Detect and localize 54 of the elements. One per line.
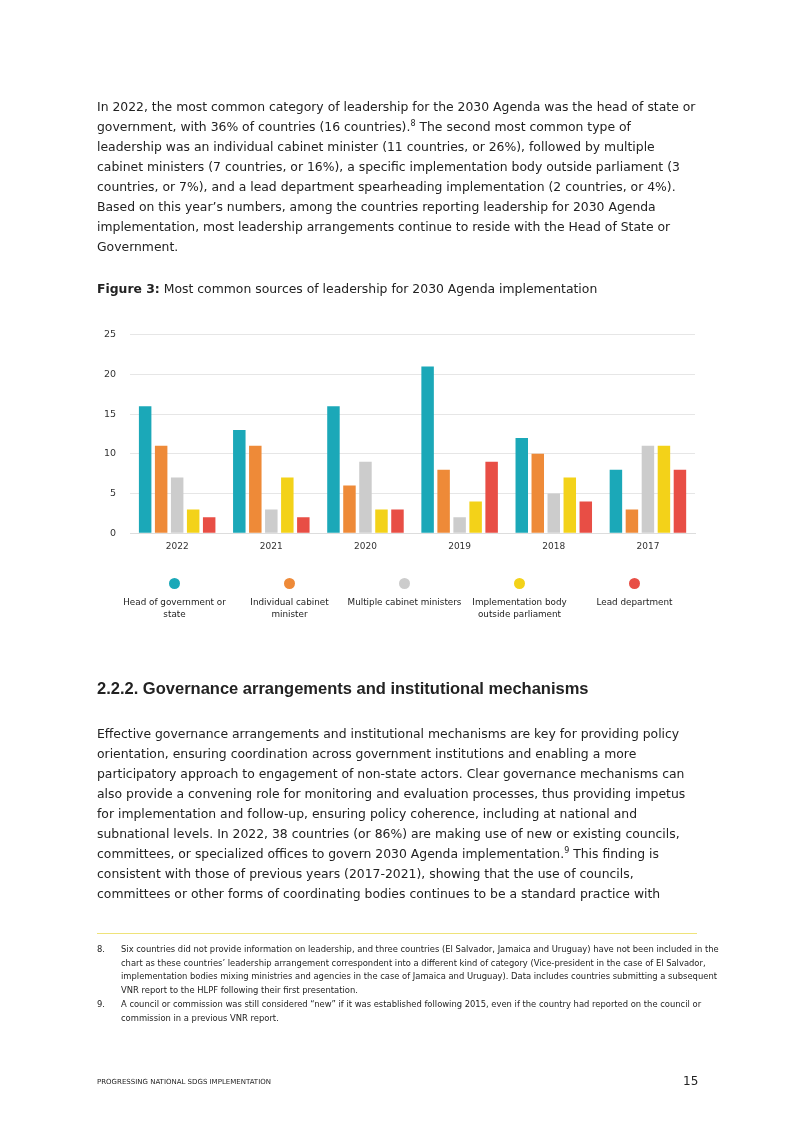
y-tick-label: 10 bbox=[103, 447, 117, 459]
y-tick-label: 20 bbox=[103, 367, 117, 379]
bar bbox=[579, 501, 593, 533]
bar bbox=[547, 493, 561, 533]
legend-label: Lead department bbox=[595, 596, 674, 608]
bar bbox=[281, 477, 294, 533]
text: 2.2.2. Governance arrangements and institutional mechanisms bbox=[97, 678, 590, 698]
bar bbox=[202, 517, 216, 533]
bar bbox=[437, 469, 450, 533]
legend-label: Head of government or state bbox=[122, 596, 227, 620]
bar bbox=[421, 366, 434, 533]
y-tick-label: 0 bbox=[110, 526, 117, 538]
text: 8. Six countries did not provide information on leadership, and three countries (El Salvador, Jamaica and Uruguay) have not been included in the chart as these countries’ leadership arrangement correspondent into a different kind of category (Vice-president in the case of El Salvador, implementation bodies mixing ministries and agencies in the case of Jamaica and Uruguay). Data includes countries submitting a subsequent VNR report to the HLPF following their first presentation. bbox=[97, 944, 719, 995]
bar bbox=[641, 445, 655, 533]
bar bbox=[531, 453, 545, 533]
text: In 2022, the most common category of leadership for the 2030 Agenda was the head of state or government, with 36% of countries (16 countries).$^{8}$ The second most common type of leadership was an individual cabinet minister (11 countries, or 26%), followed by multiple cabinet ministers (7 countries, or 16%), a specific implementation body outside parliament (3 countries, or 7%), and a lead department spearheading implementation (2 countries, or 4%). Based on this year’s numbers, among the countries reporting leadership for 2030 Agenda implementation, most leadership arrangements continue to reside with the Head of State or Government. bbox=[97, 99, 696, 254]
bar bbox=[297, 517, 310, 533]
bar bbox=[138, 406, 152, 533]
bar bbox=[233, 429, 246, 533]
y-tick-label: 15 bbox=[103, 407, 117, 419]
bar bbox=[359, 461, 372, 533]
bar bbox=[186, 509, 200, 533]
bar bbox=[485, 461, 498, 533]
x-tick-label: 2017 bbox=[636, 540, 660, 551]
bar bbox=[249, 445, 262, 533]
text: 9. A council or commission was still considered “new” if it was established following 2015, even if the country had reported on the council or commission in a previous VNR report. bbox=[97, 999, 702, 1023]
bar bbox=[327, 406, 340, 533]
x-tick-label: 2021 bbox=[259, 540, 283, 551]
legend-label: Multiple cabinet ministers bbox=[347, 596, 462, 608]
legend-label: Implementation body outside parliament bbox=[471, 596, 568, 620]
bar bbox=[453, 517, 466, 533]
bar bbox=[391, 509, 404, 533]
bar bbox=[170, 477, 184, 533]
x-tick-label: 2019 bbox=[448, 540, 472, 551]
bar bbox=[515, 437, 528, 533]
bar bbox=[154, 445, 168, 533]
legend-label: Individual cabinet minister bbox=[249, 596, 330, 620]
x-tick-label: 2020 bbox=[354, 540, 378, 551]
chart-title: Figure 3: Most common sources of leadership for 2030 Agenda implementation bbox=[97, 281, 598, 296]
bar bbox=[673, 469, 687, 533]
bar bbox=[657, 445, 671, 533]
x-tick-label: 2022 bbox=[165, 540, 189, 551]
bar bbox=[375, 509, 388, 533]
text: 15 bbox=[683, 1074, 699, 1088]
bar bbox=[625, 509, 639, 533]
text: Effective governance arrangements and institutional mechanisms are key for providing policy orientation, ensuring coordination across government institutions and enabling a more participatory approach to engagement of non-state actors. Clear governance mechanisms can also provide a convening role for monitoring and evaluation processes, thus providing impetus for implementation and follow-up, ensuring policy coherence, including at national and subnational levels. In 2022, 38 countries (or 86%) are making use of new or existing councils, committees, or specialized offices to govern 2030 Agenda implementation.$^{9}$ This finding is consistent with those of previous years (2017-2021), showing that the use of councils, committees or other forms of coordinating bodies continues to be a standard practice with bbox=[97, 726, 686, 901]
y-tick-label: 5 bbox=[110, 486, 117, 498]
bar bbox=[563, 477, 577, 533]
bar bbox=[469, 501, 482, 533]
y-tick-label: 25 bbox=[103, 328, 117, 340]
x-tick-label: 2018 bbox=[542, 540, 566, 551]
bar bbox=[265, 509, 278, 533]
bar bbox=[609, 469, 623, 533]
bar bbox=[343, 485, 356, 533]
